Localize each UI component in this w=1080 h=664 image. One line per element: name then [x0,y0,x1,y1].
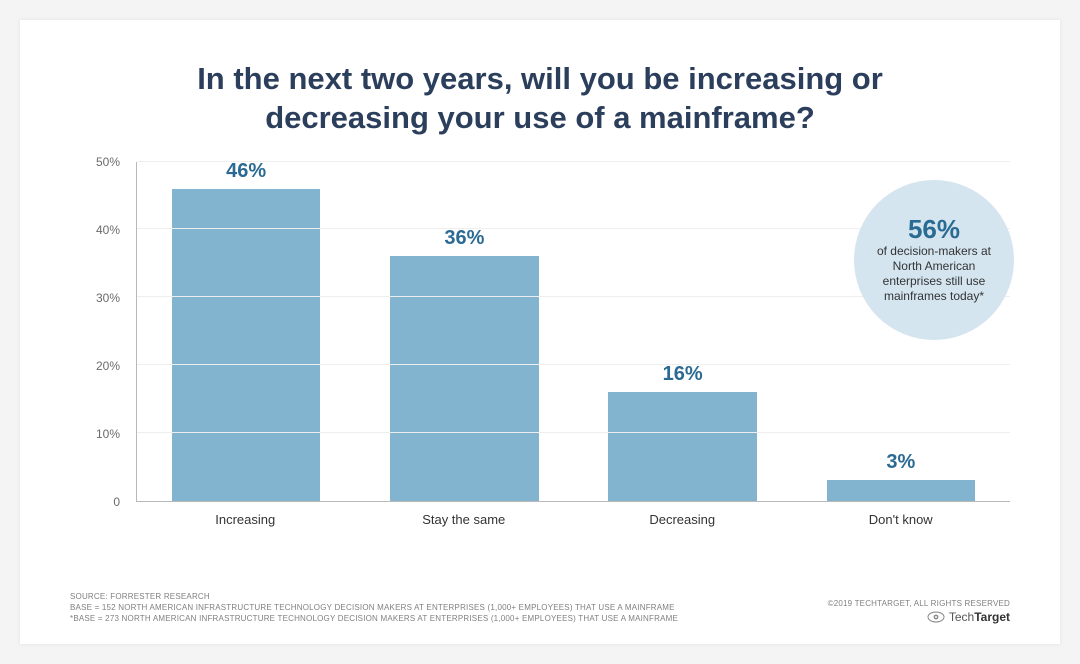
brand-name: TechTarget [949,610,1010,624]
x-axis-labels: IncreasingStay the sameDecreasingDon't k… [136,506,1010,530]
eye-icon [927,611,945,623]
brand-suffix: Target [974,610,1010,624]
y-tick-label: 0 [80,495,120,509]
x-category-label: Don't know [792,506,1011,530]
bar: 16% [608,392,756,500]
copyright-area: ©2019 TECHTARGET, ALL RIGHTS RESERVED Te… [828,599,1010,628]
bar-slot: 16% [574,162,792,501]
stat-callout-bubble: 56% of decision-makers at North American… [854,180,1014,340]
footer: SOURCE: FORRESTER RESEARCH BASE = 152 NO… [70,592,1010,628]
grid-line [137,432,1010,433]
y-tick-label: 20% [80,359,120,373]
bar-value-label: 3% [886,451,915,474]
callout-headline: 56% [908,216,960,242]
chart-card: In the next two years, will you be incre… [20,20,1060,644]
page-outer: In the next two years, will you be incre… [0,0,1080,664]
x-category-label: Decreasing [573,506,792,530]
bar-value-label: 36% [444,227,484,250]
brand-logo: TechTarget [927,610,1010,624]
y-axis: 010%20%30%40%50% [80,162,128,502]
bar-slot: 46% [137,162,355,501]
y-tick-label: 50% [80,155,120,169]
chart-title: In the next two years, will you be incre… [130,60,950,138]
bar: 36% [390,256,538,500]
bar: 3% [827,480,975,500]
bar: 46% [172,189,320,501]
y-tick-label: 30% [80,291,120,305]
y-tick-label: 10% [80,427,120,441]
copyright-text: ©2019 TECHTARGET, ALL RIGHTS RESERVED [828,599,1010,608]
bar-value-label: 16% [663,363,703,386]
grid-line [137,364,1010,365]
x-category-label: Stay the same [355,506,574,530]
x-category-label: Increasing [136,506,355,530]
grid-line [137,161,1010,162]
callout-body: of decision-makers at North American ent… [868,244,1000,304]
y-tick-label: 40% [80,223,120,237]
bar-value-label: 46% [226,160,266,183]
bar-slot: 36% [355,162,573,501]
brand-prefix: Tech [949,610,974,624]
